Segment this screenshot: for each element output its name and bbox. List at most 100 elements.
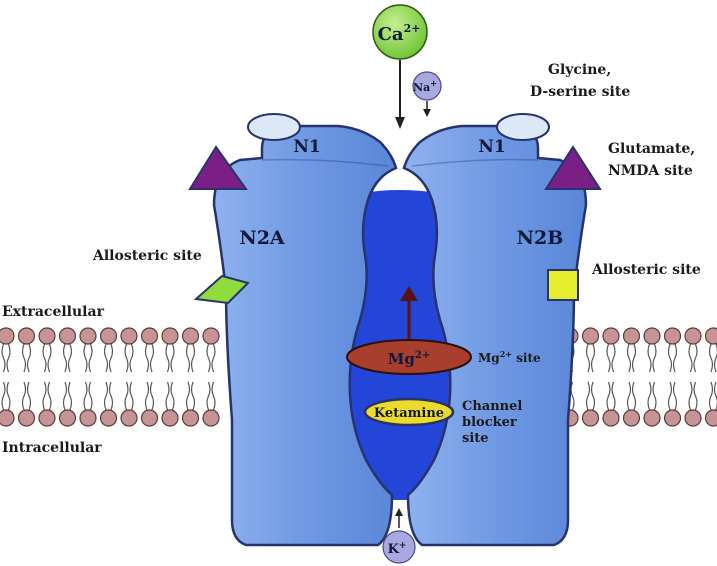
- allosteric-site-left-label: Allosteric site: [92, 248, 202, 264]
- lipid-head: [0, 327, 15, 345]
- lipid-tail: [62, 381, 68, 411]
- n1-boundary-left: [261, 158, 389, 167]
- sodium-ion: [412, 71, 442, 101]
- lipid-tail: [26, 343, 32, 373]
- lipid-tail: [713, 343, 717, 373]
- lipid-tail: [124, 343, 129, 373]
- lipid-tail: [6, 381, 11, 411]
- lipid-tail: [585, 343, 591, 373]
- lipid-tail: [708, 381, 714, 411]
- sodium-ion-charge: +: [430, 78, 437, 88]
- lipid-head: [202, 409, 220, 427]
- lipid-tail: [108, 381, 114, 411]
- lipid-tail: [124, 381, 129, 411]
- lipid-tail: [21, 381, 27, 411]
- mg-ion: [346, 339, 472, 375]
- glycine-site-label-line1: Glycine,: [548, 62, 611, 78]
- lipid-tail: [88, 343, 93, 373]
- lipid-head: [581, 409, 600, 427]
- lipid-tail: [708, 343, 714, 373]
- glutamate-site-left-triangle: [188, 145, 248, 190]
- lipid-head: [704, 327, 717, 345]
- lipid-tail: [170, 343, 175, 373]
- lipid-tail: [88, 381, 93, 411]
- n1-right-label: N1: [478, 137, 505, 157]
- mg-ion-label: Mg2+: [388, 350, 430, 368]
- ketamine-label: Ketamine: [374, 406, 444, 421]
- lipid-head: [58, 327, 77, 345]
- lipid-head: [622, 327, 641, 345]
- lipid-tail: [590, 343, 596, 373]
- lipid-tail: [672, 381, 678, 411]
- lipid-tail: [108, 343, 114, 373]
- lipid-head: [602, 409, 620, 427]
- calcium-ion-charge: 2+: [404, 22, 421, 35]
- lipid-head: [161, 327, 179, 345]
- lipid-tail: [67, 343, 73, 373]
- lipid-head: [663, 409, 682, 427]
- lipid-head: [181, 409, 200, 427]
- calcium-ion-label: Ca2+: [378, 22, 421, 45]
- lipid-tail: [211, 381, 216, 411]
- lipid-head: [140, 327, 159, 345]
- lipid-tail: [185, 381, 191, 411]
- lipid-tail: [611, 343, 616, 373]
- lipid-tail: [21, 343, 27, 373]
- lipid-tail: [693, 381, 698, 411]
- lipid-head: [643, 409, 661, 427]
- lipid-head: [99, 327, 118, 345]
- glutamate-site-right-triangle: [544, 145, 602, 190]
- lipid-head: [120, 409, 138, 427]
- lipid-head: [38, 409, 56, 427]
- mg-ion-base: Mg: [388, 350, 416, 368]
- lipid-tail: [190, 381, 196, 411]
- lipid-head: [622, 409, 641, 427]
- mg-arrowhead: [400, 286, 418, 301]
- lipid-tail: [693, 343, 698, 373]
- lipid-tail: [129, 381, 134, 411]
- lipid-tail: [688, 343, 693, 373]
- channel-blocker-label-line1: Channel: [462, 399, 522, 414]
- lipid-head: [0, 409, 15, 427]
- lipid-tail: [170, 381, 175, 411]
- lipid-head: [202, 327, 220, 345]
- allosteric-site-left-shape: [193, 274, 250, 305]
- lipid-head: [181, 327, 200, 345]
- n1-left-label: N1: [293, 137, 320, 157]
- lipid-tail: [206, 343, 211, 373]
- lipid-head: [161, 409, 179, 427]
- lipid-tail: [626, 343, 632, 373]
- potassium-ion-base: K: [388, 542, 400, 557]
- sodium-arrowhead: [423, 109, 431, 117]
- lipid-tail: [83, 343, 88, 373]
- lipid-tail: [62, 343, 68, 373]
- sodium-ion-base: Na: [413, 81, 430, 94]
- lipid-head: [79, 409, 97, 427]
- lipid-tail: [647, 381, 652, 411]
- glycine-site-right-oval: [496, 113, 550, 141]
- lipid-tail: [652, 381, 657, 411]
- glycine-site-label-line2: D-serine site: [530, 84, 630, 100]
- lipid-tail: [647, 343, 652, 373]
- lipid-tail: [672, 343, 678, 373]
- lipid-tail: [103, 343, 109, 373]
- lipid-tail: [67, 381, 73, 411]
- lipid-head: [704, 409, 717, 427]
- lipid-tail: [47, 381, 52, 411]
- lipid-head: [99, 409, 118, 427]
- intracellular-label: Intracellular: [2, 440, 102, 456]
- lipid-tail: [149, 381, 155, 411]
- lipid-tail: [631, 381, 637, 411]
- lipid-head: [602, 327, 620, 345]
- lipid-tail: [83, 381, 88, 411]
- lipid-tail: [611, 381, 616, 411]
- potassium-ion: [382, 530, 416, 564]
- lipid-tail: [631, 343, 637, 373]
- lipid-tail: [26, 381, 32, 411]
- lipid-tail: [149, 343, 155, 373]
- mg-site-label: Mg2+ site: [478, 349, 541, 365]
- mg-site-label-charge: 2+: [500, 349, 512, 359]
- lipid-head: [684, 409, 702, 427]
- lipid-tail: [165, 343, 170, 373]
